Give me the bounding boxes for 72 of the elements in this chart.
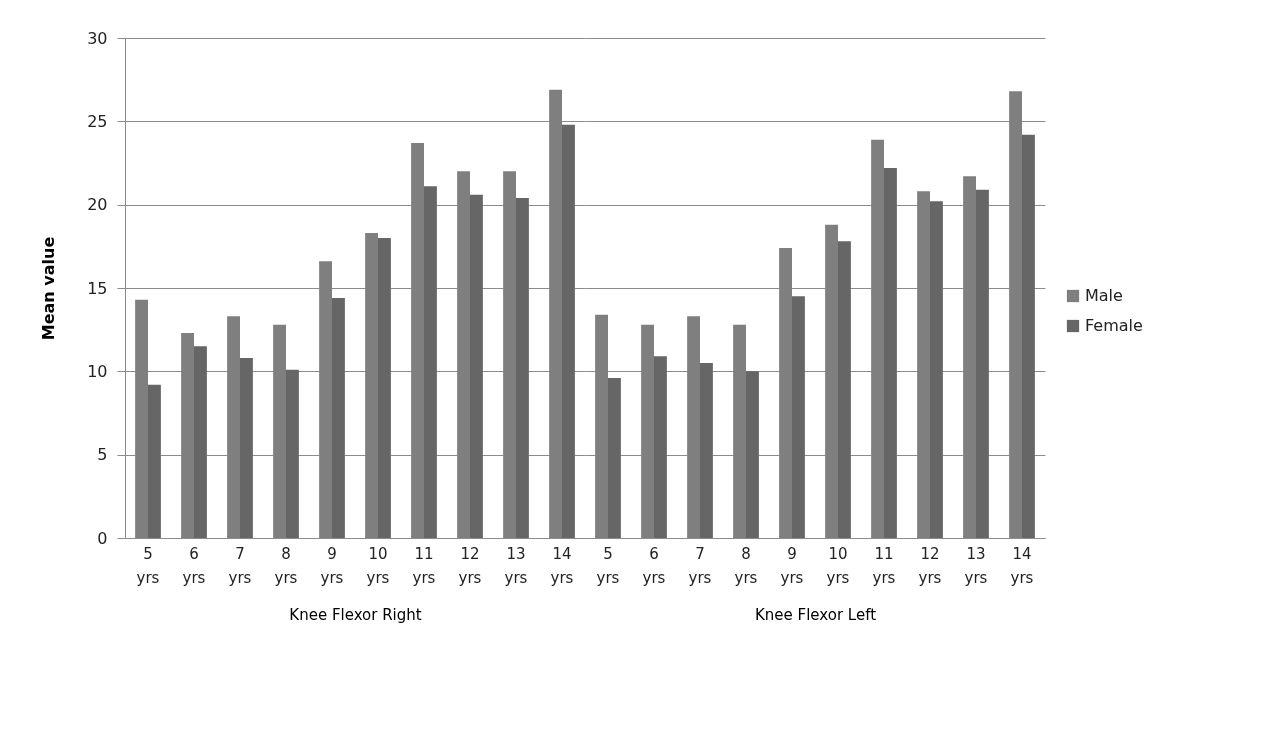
x-tick-label: 13 yrs bbox=[504, 544, 528, 587]
bar bbox=[424, 186, 437, 538]
x-tick-label: 7 yrs bbox=[228, 544, 252, 587]
x-tick-label: 6 yrs bbox=[642, 544, 666, 587]
y-tick-label: 0 bbox=[97, 528, 108, 548]
bar bbox=[779, 248, 792, 538]
bar bbox=[871, 139, 884, 538]
bar bbox=[411, 143, 424, 538]
x-tick-label: 12 yrs bbox=[918, 544, 942, 587]
bar bbox=[687, 316, 700, 538]
x-tick-label: 7 yrs bbox=[688, 544, 712, 587]
bar bbox=[365, 233, 378, 538]
x-tick-label: 8 yrs bbox=[734, 544, 758, 587]
x-axis-title: Knee Flexor Right bbox=[289, 605, 422, 624]
bar bbox=[503, 171, 516, 538]
x-tick-label: 5 yrs bbox=[596, 544, 620, 587]
x-tick-label: 6 yrs bbox=[182, 544, 206, 587]
bar bbox=[378, 238, 391, 538]
bar bbox=[746, 371, 759, 538]
x-tick-label: 10 yrs bbox=[826, 544, 850, 587]
x-tick-label: 12 yrs bbox=[458, 544, 482, 587]
x-tick-label: 10 yrs bbox=[366, 544, 390, 587]
y-axis-title: Mean value bbox=[39, 236, 59, 341]
x-tick-label: 13 yrs bbox=[964, 544, 988, 587]
y-tick-label: 20 bbox=[87, 195, 108, 215]
bar bbox=[595, 314, 608, 538]
bar bbox=[319, 261, 332, 538]
x-tick-label: 9 yrs bbox=[320, 544, 344, 587]
bar bbox=[838, 241, 851, 538]
bar bbox=[654, 356, 667, 538]
bar bbox=[1009, 91, 1022, 538]
bar bbox=[825, 224, 838, 538]
y-tick-label: 30 bbox=[87, 28, 108, 48]
bar bbox=[976, 189, 989, 538]
y-tick-label: 10 bbox=[87, 361, 108, 381]
bar bbox=[792, 296, 805, 538]
bar bbox=[917, 191, 930, 538]
bar bbox=[470, 194, 483, 538]
bar bbox=[332, 298, 345, 538]
bar bbox=[608, 378, 621, 538]
legend-label: Female bbox=[1085, 316, 1143, 335]
bar bbox=[286, 369, 299, 538]
bar bbox=[963, 176, 976, 538]
x-tick-label: 9 yrs bbox=[780, 544, 804, 587]
bar bbox=[135, 299, 148, 538]
y-tick-label: 25 bbox=[87, 111, 108, 131]
x-axis-title: Knee Flexor Left bbox=[754, 605, 877, 624]
x-tick-label: 14 yrs bbox=[1010, 544, 1034, 587]
bar bbox=[641, 324, 654, 538]
legend-label: Male bbox=[1085, 286, 1123, 305]
bar bbox=[549, 89, 562, 538]
bar bbox=[148, 384, 161, 538]
bar bbox=[562, 124, 575, 538]
bar bbox=[1022, 134, 1035, 538]
bar bbox=[240, 358, 253, 538]
bar bbox=[733, 324, 746, 538]
bar bbox=[516, 198, 529, 538]
x-tick-label: 11 yrs bbox=[872, 544, 896, 587]
bar bbox=[930, 201, 943, 538]
bar bbox=[700, 363, 713, 538]
x-tick-label: 5 yrs bbox=[136, 544, 160, 587]
bar bbox=[227, 316, 240, 538]
x-tick-label: 8 yrs bbox=[274, 544, 298, 587]
x-tick-label: 11 yrs bbox=[412, 544, 436, 587]
bar bbox=[884, 168, 897, 538]
bar bbox=[273, 324, 286, 538]
bar bbox=[457, 171, 470, 538]
y-tick-label: 5 bbox=[97, 445, 108, 465]
bar bbox=[194, 346, 207, 538]
bar bbox=[181, 333, 194, 538]
x-tick-label: 14 yrs bbox=[550, 544, 574, 587]
y-tick-label: 15 bbox=[87, 278, 108, 298]
